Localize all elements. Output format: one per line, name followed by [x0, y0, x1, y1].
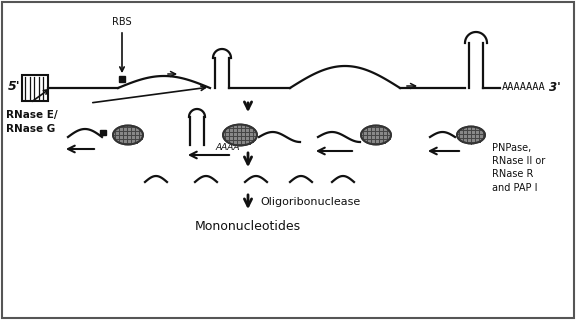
- Bar: [22, 75, 48, 101]
- Ellipse shape: [223, 124, 257, 146]
- Polygon shape: [119, 76, 125, 82]
- Text: Mononucleotides: Mononucleotides: [195, 220, 301, 233]
- Ellipse shape: [361, 125, 391, 145]
- Text: AAAA: AAAA: [215, 142, 240, 151]
- Ellipse shape: [113, 125, 143, 145]
- Text: RBS: RBS: [112, 17, 132, 27]
- Text: PNPase,
RNase II or
RNase R
and PAP I: PNPase, RNase II or RNase R and PAP I: [492, 143, 545, 193]
- Text: Oligoribonuclease: Oligoribonuclease: [260, 197, 360, 207]
- Text: AAAAAAA: AAAAAAA: [502, 82, 545, 92]
- Polygon shape: [100, 130, 106, 135]
- Text: RNase E/
RNase G: RNase E/ RNase G: [6, 110, 58, 134]
- Text: 5': 5': [7, 79, 20, 92]
- Text: 3': 3': [549, 81, 561, 93]
- Ellipse shape: [457, 126, 485, 143]
